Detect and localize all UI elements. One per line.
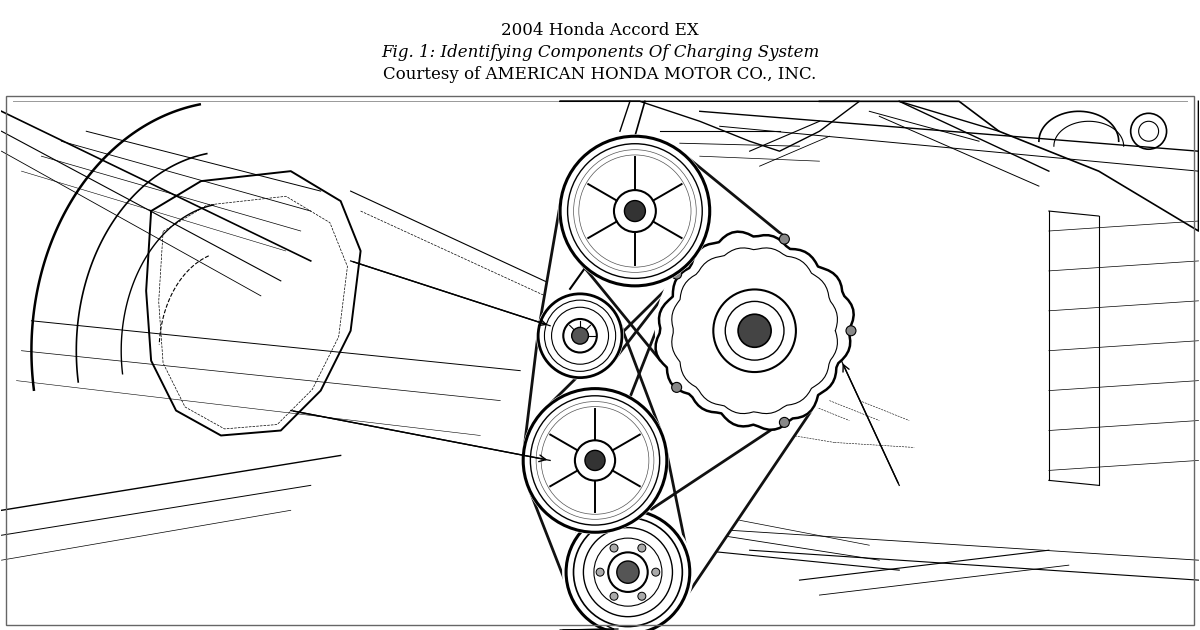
Circle shape [617,561,640,583]
Circle shape [562,507,694,630]
Circle shape [638,544,646,552]
Polygon shape [523,321,662,452]
Text: Courtesy of AMERICAN HONDA MOTOR CO., INC.: Courtesy of AMERICAN HONDA MOTOR CO., IN… [383,66,817,83]
Circle shape [558,134,712,288]
Circle shape [672,269,682,279]
Polygon shape [570,297,830,607]
Circle shape [780,234,790,244]
Text: Fig. 1: Identifying Components Of Charging System: Fig. 1: Identifying Components Of Chargi… [380,44,820,61]
Circle shape [738,314,772,347]
Circle shape [584,450,605,471]
Circle shape [672,382,682,392]
Circle shape [624,200,646,222]
Polygon shape [545,265,805,520]
Text: 2004 Honda Accord EX: 2004 Honda Accord EX [502,22,698,39]
Circle shape [655,231,854,430]
Circle shape [571,328,588,344]
Circle shape [521,387,668,534]
Circle shape [536,292,624,380]
Polygon shape [577,153,812,389]
Circle shape [652,568,660,576]
Polygon shape [539,198,694,362]
Polygon shape [528,446,689,595]
Circle shape [610,592,618,600]
Circle shape [638,592,646,600]
Circle shape [596,568,604,576]
Circle shape [780,418,790,427]
Circle shape [846,326,856,336]
Circle shape [610,544,618,552]
